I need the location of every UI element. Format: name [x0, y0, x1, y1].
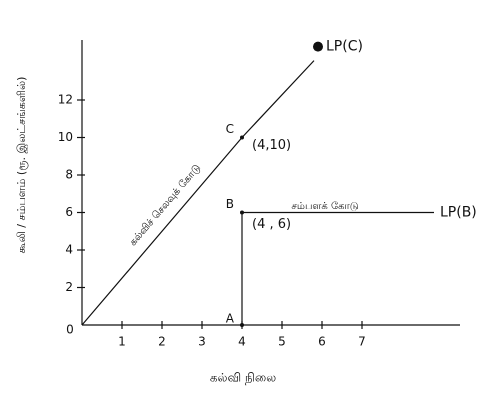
point-coord: (4,10)	[252, 138, 291, 153]
line-label: சம்பளக் கோடு	[291, 201, 358, 212]
chart: கல்வி நிலை கூலி / சம்பளம் (ரூ. இலட்சங்கள…	[0, 0, 493, 394]
x-tick-label: 3	[198, 335, 206, 349]
point	[240, 136, 244, 140]
page: {"chart_data":{"type":"line", "xlabel":"…	[0, 0, 493, 394]
series-label: LP(B)	[440, 205, 477, 221]
end-dot	[313, 42, 323, 52]
y-tick-label: 4	[65, 243, 73, 257]
series-label: LP(C)	[326, 39, 363, 55]
point	[240, 323, 244, 327]
x-axis-label: கல்வி நிலை	[210, 371, 276, 385]
x-tick-label: 2	[158, 335, 166, 349]
y-tick-label: 6	[65, 205, 73, 219]
y-tick-label: 2	[65, 280, 73, 294]
point-coord: (4 , 6)	[252, 217, 291, 232]
point-label: A	[226, 312, 235, 326]
y-tick-label: 10	[58, 130, 73, 144]
point	[240, 211, 244, 215]
x-tick-label: 4	[238, 335, 246, 349]
x-tick-label: 6	[318, 335, 326, 349]
y-tick-label: 8	[65, 168, 73, 182]
line-label: கல்விச் செலவுக் கோடு	[128, 162, 203, 248]
y-axis-label: கூலி / சம்பளம் (ரூ. இலட்சங்களில்)	[15, 77, 28, 254]
point-label: B	[226, 197, 234, 211]
origin-label: 0	[66, 323, 74, 337]
y-tick-label: 12	[58, 93, 73, 107]
point-label: C	[226, 122, 234, 136]
x-tick-label: 5	[278, 335, 286, 349]
data-line	[82, 61, 314, 325]
x-tick-label: 7	[358, 335, 366, 349]
x-tick-label: 1	[118, 335, 126, 349]
